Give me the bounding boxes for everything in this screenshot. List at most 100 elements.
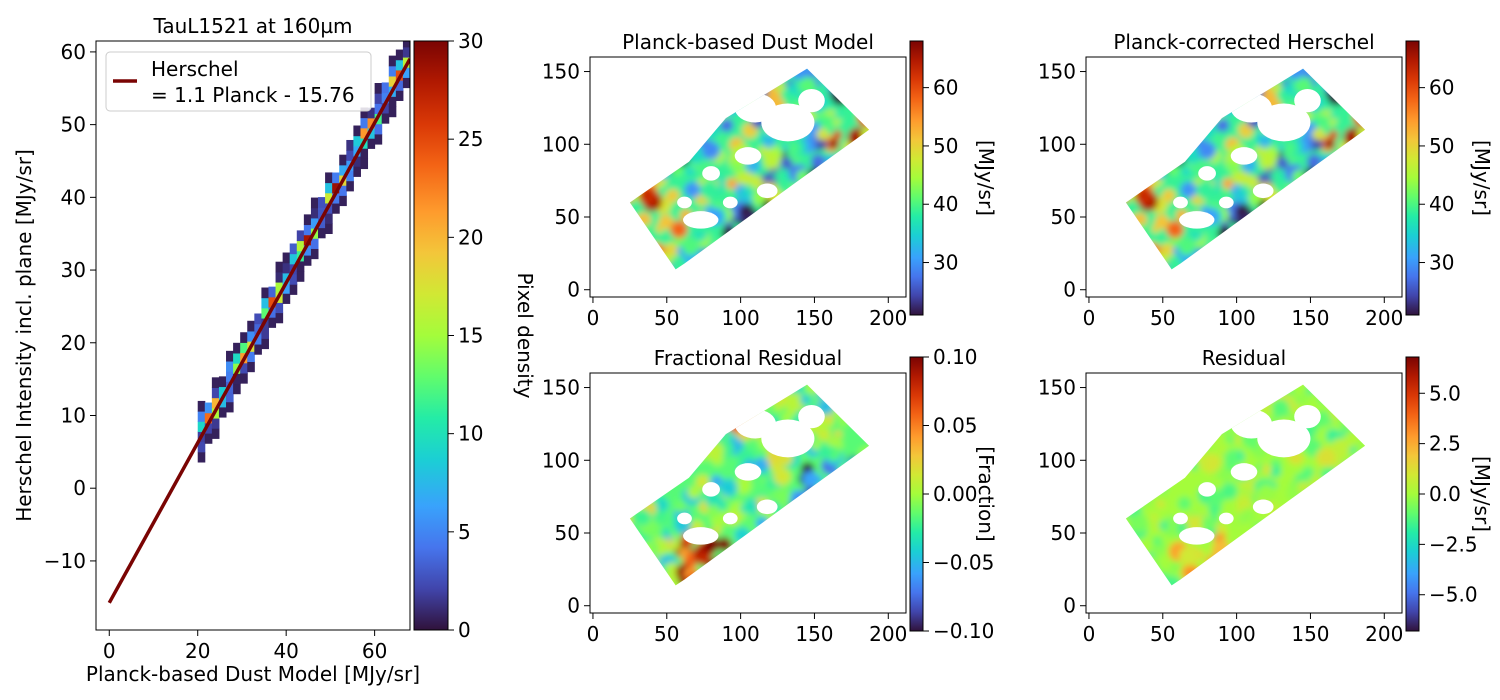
panel3-blob [1367, 264, 1378, 275]
panel3-blob [1150, 76, 1163, 89]
panel3-blob [1308, 225, 1319, 236]
panel4-blob [714, 384, 725, 392]
panel5-blob [1349, 529, 1359, 538]
panel2-blob [629, 265, 633, 270]
panel4-blob [638, 578, 653, 586]
panel3-blob [1230, 265, 1246, 270]
panel3-blob [1331, 238, 1340, 248]
panel4-blob [644, 402, 653, 411]
panel2-blob [845, 225, 858, 238]
panel5-blob [1244, 536, 1264, 555]
panel2-blob [844, 246, 856, 257]
panel3-blob [1353, 262, 1366, 270]
density-cell [332, 192, 340, 204]
panel3-blob [1276, 157, 1289, 170]
panel5-y-tick-label: 0 [1063, 594, 1076, 618]
panel3-blob [1125, 265, 1129, 270]
panel4-blob [807, 522, 819, 533]
panel4-blob [639, 551, 654, 566]
panel5-blob [1200, 436, 1212, 448]
panel3-blob [1239, 268, 1249, 270]
density-cell [303, 234, 312, 246]
panel4-blob [773, 400, 784, 411]
panel5-blob [1125, 384, 1133, 402]
panel5-blob [1125, 384, 1139, 398]
density-cell [374, 133, 383, 145]
panel2-x-tick-label: 0 [587, 306, 600, 330]
panel2-blob [630, 68, 642, 79]
panel3-blob [1329, 197, 1346, 215]
panel5-blob [1125, 384, 1131, 391]
panel4-blob [674, 500, 687, 513]
panel4-blob [772, 487, 791, 506]
panel5-blob [1288, 538, 1303, 553]
panel5-blob [1313, 511, 1324, 522]
panel5-blob [1296, 515, 1308, 528]
panel3-blob [1147, 172, 1163, 188]
panel2-blob [835, 163, 848, 176]
panel5-blob [1297, 510, 1315, 528]
panel2-blob [775, 81, 786, 92]
panel4-blob [650, 492, 660, 501]
panel2-blob [754, 266, 763, 270]
density-cell [296, 230, 305, 242]
panel2-blob [695, 69, 709, 84]
panel4-blob [817, 530, 828, 541]
panel2-blob [813, 235, 828, 250]
panel2-blob [618, 218, 628, 228]
panel5-colorbar-tick-label: 5.0 [1429, 381, 1461, 405]
panel4-blob [639, 384, 654, 397]
density-cell [353, 166, 361, 177]
panel2-blob [665, 128, 683, 146]
panel4-x-tick-label: 0 [587, 622, 600, 646]
panel3-blob [1273, 242, 1283, 252]
panel3-blob [1125, 156, 1140, 173]
panel5-blob [1212, 384, 1232, 392]
panel2-blob [814, 253, 831, 270]
panel5-blob [1127, 411, 1142, 426]
panel4-mask [734, 409, 747, 419]
panel5-blob [1289, 574, 1303, 586]
panel3-blob [1177, 83, 1186, 93]
density-cell [282, 272, 291, 284]
panel5-blob [1337, 501, 1351, 515]
panel3-blob [1292, 259, 1305, 270]
panel5-blob [1330, 494, 1339, 503]
panel4-blob [639, 474, 657, 492]
panel3-blob [1161, 78, 1178, 95]
panel4-blob [679, 417, 693, 430]
panel3-blob [1285, 183, 1296, 193]
panel4-colorbar [909, 356, 924, 632]
panel4-blob [645, 476, 655, 486]
panel4-blob [715, 555, 727, 567]
panel3-blob [1221, 81, 1233, 93]
density-cell [275, 312, 284, 324]
panel4-blob [834, 408, 844, 418]
panel3-blob [1329, 130, 1339, 140]
panel2-blob [871, 252, 881, 262]
panel3-mask [1173, 196, 1188, 209]
panel3-blob [1195, 113, 1208, 126]
panel5-blob [1115, 495, 1126, 506]
panel3-blob [1265, 229, 1278, 243]
panel2-blob [700, 249, 713, 261]
panel4-blob [763, 561, 782, 579]
panel3-blob [1125, 184, 1132, 204]
panel2-blob [835, 238, 844, 248]
panel5-blob [1316, 529, 1327, 540]
panel3-blob [1326, 165, 1342, 181]
panel5-blob [1312, 576, 1322, 585]
panel3-blob [1304, 192, 1313, 202]
panel3-blob [1147, 96, 1159, 107]
panel3-blob [1142, 243, 1163, 264]
density-cell [268, 296, 277, 308]
panel3-blob [1125, 128, 1135, 143]
panel3-colorbar-tick-label: 40 [1429, 192, 1454, 216]
panel4-blob [638, 422, 653, 438]
panel4-blob [646, 404, 663, 420]
panel3-blob [1309, 235, 1324, 250]
panel2-blob [786, 141, 801, 156]
panel1-colorbar [413, 40, 449, 631]
panel2-blob [840, 222, 859, 241]
panel3-blob [1199, 245, 1209, 256]
